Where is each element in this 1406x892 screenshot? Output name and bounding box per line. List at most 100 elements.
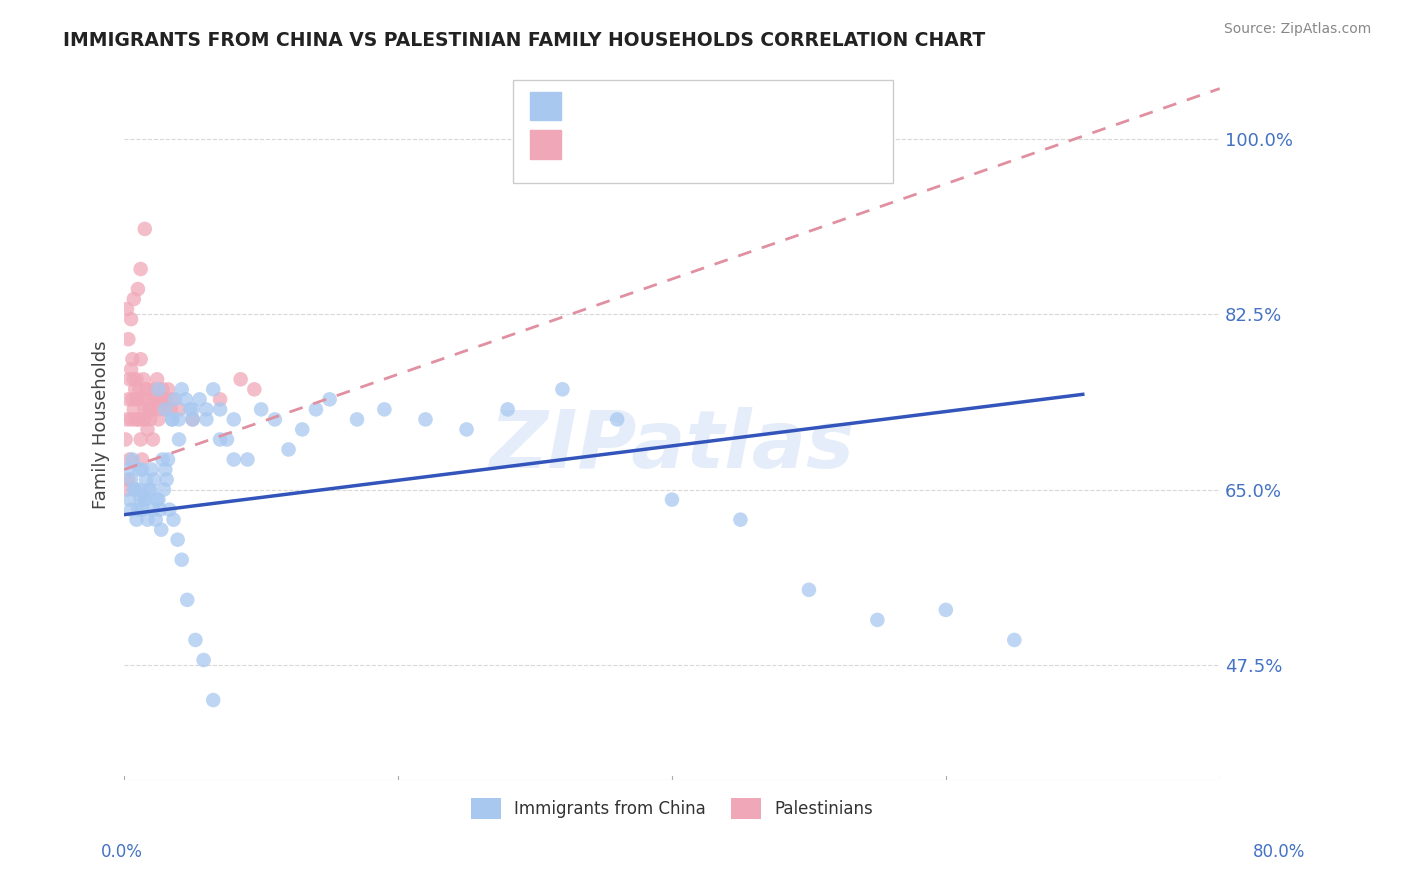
Point <box>122 402 145 417</box>
Point <box>195 412 218 426</box>
Point <box>148 412 170 426</box>
Point <box>176 592 198 607</box>
Point <box>152 452 174 467</box>
Point <box>134 412 156 426</box>
Point <box>263 412 285 426</box>
Point <box>606 412 628 426</box>
Point <box>153 483 176 497</box>
Point <box>229 372 252 386</box>
Point <box>127 282 149 296</box>
Point <box>143 382 166 396</box>
Point <box>167 433 190 447</box>
Point <box>124 483 146 497</box>
Point <box>143 392 166 407</box>
Point <box>117 462 139 476</box>
Point <box>181 402 204 417</box>
Point <box>148 492 170 507</box>
Point <box>125 372 148 386</box>
Point <box>135 382 157 396</box>
Point <box>131 462 153 476</box>
Point <box>117 332 139 346</box>
Point <box>157 382 180 396</box>
Text: R =: R = <box>572 133 614 153</box>
Point <box>162 513 184 527</box>
Point <box>115 412 138 426</box>
Point <box>209 402 232 417</box>
Point <box>1002 632 1025 647</box>
Point <box>120 312 142 326</box>
Point <box>318 392 340 407</box>
Point <box>551 382 574 396</box>
Point <box>127 392 149 407</box>
Point <box>131 502 153 516</box>
Point <box>134 222 156 236</box>
Point <box>127 502 149 516</box>
Point <box>136 513 159 527</box>
Point <box>150 392 173 407</box>
Point <box>134 492 156 507</box>
Point <box>146 492 169 507</box>
Point <box>117 392 139 407</box>
Point <box>496 402 519 417</box>
Point <box>132 412 155 426</box>
Point <box>277 442 299 457</box>
Point <box>129 492 152 507</box>
Point <box>125 513 148 527</box>
Point <box>866 613 889 627</box>
Point <box>145 392 167 407</box>
Point <box>141 402 163 417</box>
Point <box>139 483 162 497</box>
Point <box>120 412 142 426</box>
Point <box>138 402 160 417</box>
Point <box>155 402 177 417</box>
Point <box>132 372 155 386</box>
Point <box>250 402 273 417</box>
Point <box>152 382 174 396</box>
Point <box>118 452 141 467</box>
Point <box>222 412 245 426</box>
Text: 0.171: 0.171 <box>609 95 671 114</box>
Point <box>215 433 238 447</box>
Point <box>160 392 183 407</box>
Point <box>128 483 150 497</box>
Text: 65: 65 <box>707 133 734 153</box>
Text: IMMIGRANTS FROM CHINA VS PALESTINIAN FAMILY HOUSEHOLDS CORRELATION CHART: IMMIGRANTS FROM CHINA VS PALESTINIAN FAM… <box>63 31 986 50</box>
Point <box>305 402 328 417</box>
Point <box>181 412 204 426</box>
Point <box>146 372 169 386</box>
Point <box>141 462 163 476</box>
Point <box>118 372 141 386</box>
Point <box>157 452 180 467</box>
Point <box>122 372 145 386</box>
Point <box>129 433 152 447</box>
Point <box>188 392 211 407</box>
Point <box>156 473 179 487</box>
Point <box>661 492 683 507</box>
Point <box>134 492 156 507</box>
Point <box>127 412 149 426</box>
Point <box>121 392 143 407</box>
Text: N =: N = <box>668 133 711 153</box>
Point <box>115 302 138 317</box>
Point <box>128 382 150 396</box>
Point <box>128 412 150 426</box>
Point <box>155 462 177 476</box>
Point <box>120 473 142 487</box>
Point <box>730 513 752 527</box>
Text: 80.0%: 80.0% <box>1253 843 1305 861</box>
Point <box>166 533 188 547</box>
Legend: Immigrants from China, Palestinians: Immigrants from China, Palestinians <box>464 792 880 825</box>
Point <box>155 402 177 417</box>
Point <box>138 402 160 417</box>
Point <box>202 382 225 396</box>
Point <box>935 603 957 617</box>
Point <box>122 483 145 497</box>
Point <box>120 502 142 516</box>
Point <box>167 412 190 426</box>
Text: 0.0%: 0.0% <box>101 843 143 861</box>
Point <box>195 402 218 417</box>
Point <box>124 382 146 396</box>
Point <box>222 452 245 467</box>
Point <box>143 473 166 487</box>
Point <box>291 422 314 436</box>
